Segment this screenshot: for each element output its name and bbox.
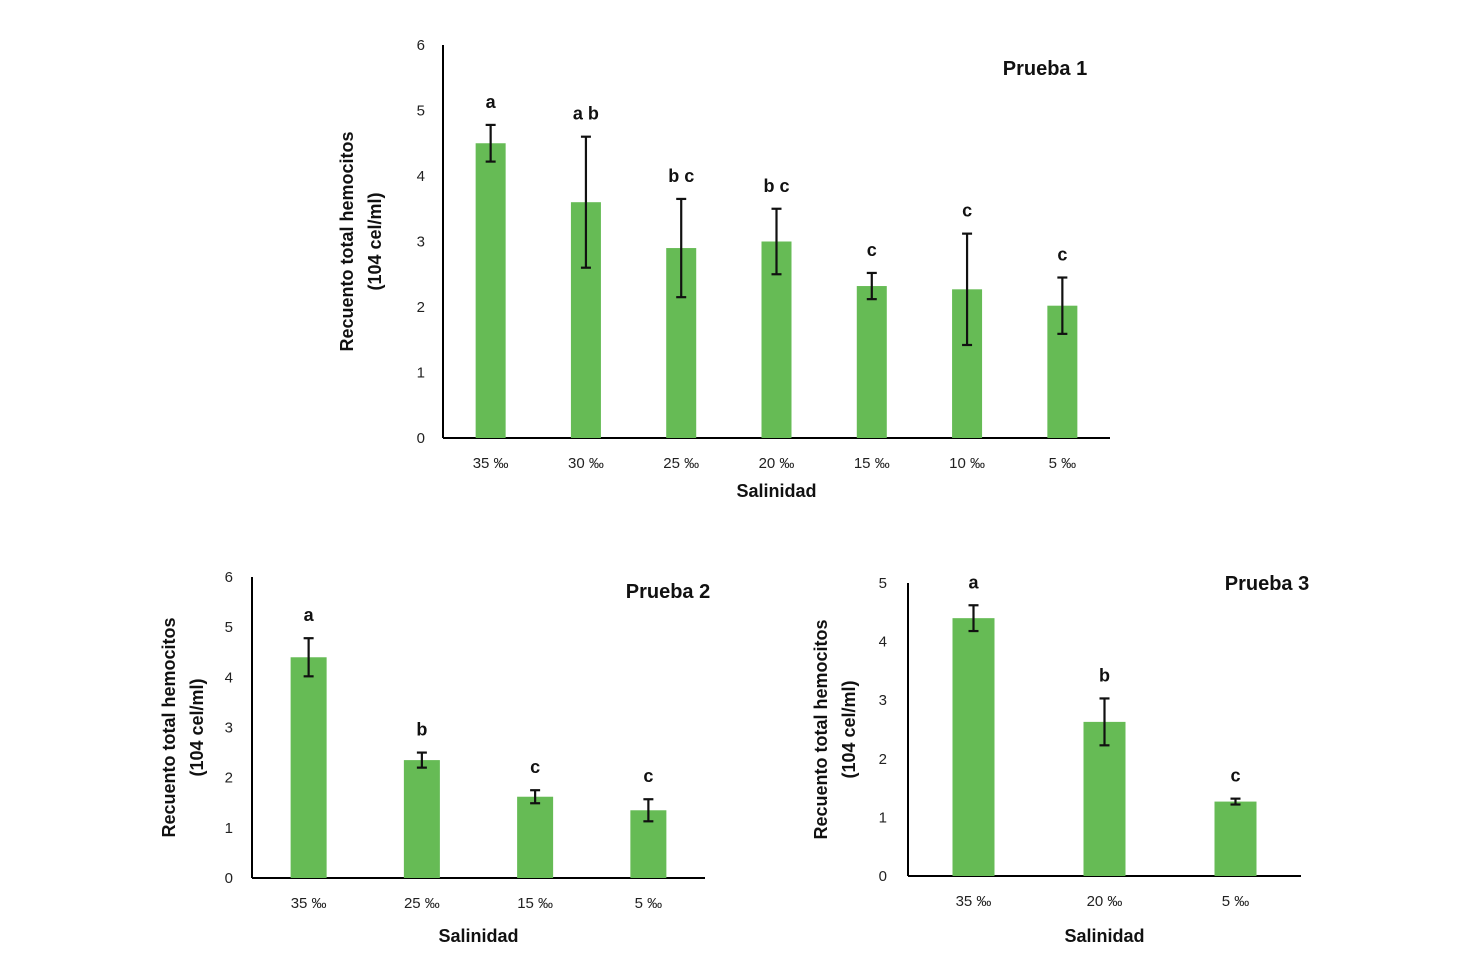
error-bar xyxy=(530,789,541,805)
x-tick-label: 10 ‰ xyxy=(949,455,985,472)
significance-label: c xyxy=(1057,245,1067,265)
y-axis-title-line1: Recuento total hemocitos xyxy=(159,617,179,837)
y-tick-label: 0 xyxy=(879,868,887,885)
chart-title: Prueba 1 xyxy=(1003,58,1087,80)
significance-label: b xyxy=(1099,665,1110,685)
significance-label: b c xyxy=(763,176,789,196)
significance-label: a xyxy=(968,572,979,592)
y-tick-label: 1 xyxy=(879,809,887,826)
y-tick-label: 4 xyxy=(417,168,425,185)
y-tick-label: 1 xyxy=(225,820,233,837)
x-tick-label: 20 ‰ xyxy=(759,455,795,472)
x-tick-label: 5 ‰ xyxy=(1049,455,1077,472)
significance-label: b c xyxy=(668,166,694,186)
chart-title: Prueba 2 xyxy=(626,581,710,603)
x-tick-label: 35 ‰ xyxy=(291,895,327,912)
bar xyxy=(952,618,995,876)
y-tick-label: 0 xyxy=(225,870,233,887)
significance-label: a xyxy=(486,92,497,112)
x-tick-label: 15 ‰ xyxy=(854,455,890,472)
significance-label: c xyxy=(867,240,877,260)
bar xyxy=(475,143,506,438)
bar xyxy=(1083,721,1126,876)
error-bar xyxy=(485,123,496,163)
x-tick-label: 30 ‰ xyxy=(568,455,604,472)
x-tick-label: 15 ‰ xyxy=(517,895,553,912)
significance-label: c xyxy=(530,757,540,777)
chart-prueba-2: 0 1 2 3 4 5 6 a 35 ‰ b 25 ‰ c 15 ‰ c 5 ‰ Prueba 2 Salini… xyxy=(159,569,710,946)
bar xyxy=(1214,801,1257,876)
x-tick-label: 25 ‰ xyxy=(663,455,699,472)
significance-label: c xyxy=(962,201,972,221)
bar xyxy=(517,796,554,878)
x-tick-label: 35 ‰ xyxy=(956,893,992,910)
x-tick-label: 5 ‰ xyxy=(635,895,663,912)
x-axis-title: Salinidad xyxy=(1064,926,1144,946)
error-bar xyxy=(866,271,877,301)
y-tick-label: 6 xyxy=(417,37,425,54)
error-bar xyxy=(962,232,973,347)
y-tick-label: 6 xyxy=(225,569,233,586)
y-axis-title-line2: (104 cel/ml) xyxy=(365,192,385,290)
bar xyxy=(856,286,887,438)
bar xyxy=(403,760,440,878)
significance-label: c xyxy=(643,766,653,786)
chart-prueba-3: 0 1 2 3 4 5 a 35 ‰ b 20 ‰ c 5 ‰ Prueba 3 Salinidad Rec… xyxy=(811,572,1309,946)
error-bar xyxy=(1230,797,1241,806)
significance-label: a b xyxy=(573,104,599,124)
error-bar xyxy=(676,197,687,299)
y-tick-label: 4 xyxy=(879,634,887,651)
y-tick-label: 2 xyxy=(879,751,887,768)
y-tick-label: 5 xyxy=(417,103,425,120)
significance-label: c xyxy=(1230,766,1240,786)
significance-label: a xyxy=(304,605,315,625)
y-tick-label: 1 xyxy=(417,365,425,382)
y-tick-label: 2 xyxy=(225,770,233,787)
y-tick-label: 5 xyxy=(879,575,887,592)
y-tick-label: 3 xyxy=(879,692,887,709)
error-bar xyxy=(1099,697,1110,747)
x-tick-label: 35 ‰ xyxy=(473,455,509,472)
chart-title: Prueba 3 xyxy=(1225,573,1309,595)
error-bar xyxy=(968,604,979,633)
x-tick-label: 25 ‰ xyxy=(404,895,440,912)
error-bar xyxy=(1057,276,1068,335)
y-axis-title-line2: (104 cel/ml) xyxy=(187,678,207,776)
y-tick-label: 2 xyxy=(417,299,425,316)
x-tick-label: 20 ‰ xyxy=(1087,893,1123,910)
significance-label: b xyxy=(416,720,427,740)
y-tick-label: 0 xyxy=(417,430,425,447)
y-tick-label: 3 xyxy=(417,234,425,251)
x-tick-label: 5 ‰ xyxy=(1222,893,1250,910)
error-bar xyxy=(643,798,654,823)
x-axis-title: Salinidad xyxy=(438,926,518,946)
y-axis-title-line1: Recuento total hemocitos xyxy=(811,619,831,839)
error-bar xyxy=(771,207,782,276)
error-bar xyxy=(303,637,314,678)
error-bar xyxy=(580,135,591,269)
chart-prueba-1: 0 1 2 3 4 5 6 a 35 ‰ a b 30 ‰ b c 25 ‰ b c 20 ‰ c 15 ‰ c 1… xyxy=(337,37,1110,501)
y-tick-label: 4 xyxy=(225,669,233,686)
error-bar xyxy=(416,751,427,769)
x-axis-title: Salinidad xyxy=(736,481,816,501)
y-axis-title-line1: Recuento total hemocitos xyxy=(337,131,357,351)
y-axis-title-line2: (104 cel/ml) xyxy=(839,680,859,778)
y-tick-label: 3 xyxy=(225,720,233,737)
y-tick-label: 5 xyxy=(225,619,233,636)
bar xyxy=(290,657,327,878)
